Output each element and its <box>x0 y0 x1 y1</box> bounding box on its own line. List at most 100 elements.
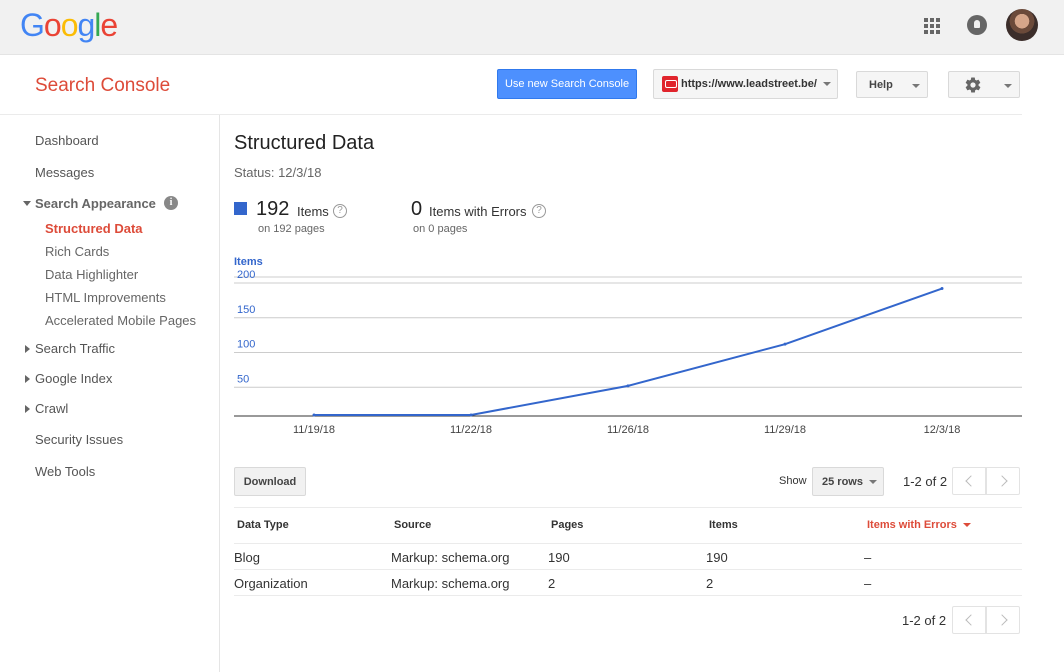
table-row[interactable] <box>234 544 1022 569</box>
column-header-data-type[interactable]: Data Type <box>237 519 289 531</box>
items-label: Items <box>297 204 329 219</box>
product-title[interactable]: Search Console <box>35 75 171 96</box>
x-tick-label: 11/22/18 <box>450 424 492 436</box>
data-point[interactable] <box>469 413 473 417</box>
data-point[interactable] <box>312 413 316 417</box>
x-tick-label: 12/3/18 <box>924 424 961 436</box>
x-tick-label: 11/26/18 <box>607 424 649 436</box>
row-divider <box>234 569 1022 570</box>
y-tick-label: 50 <box>237 373 249 385</box>
errors-label: Items with Errors <box>429 204 527 219</box>
sidebar-item-web-tools[interactable]: Web Tools <box>35 464 96 479</box>
items-line-chart: Items 50 100 150 200 11/19/18 11/22/18 11/26/18… <box>234 256 1022 436</box>
items-pages: on 192 pages <box>258 223 325 235</box>
errors-help-icon[interactable]: ? <box>532 204 546 218</box>
cell-source: Markup: schema.org <box>391 550 510 565</box>
sidebar-item-crawl[interactable]: Crawl <box>35 401 69 416</box>
sidebar-item-rich-cards[interactable]: Rich Cards <box>45 244 110 259</box>
cell-data-type: Blog <box>234 550 261 565</box>
cell-data-type: Organization <box>234 576 308 591</box>
y-axis-label: Items <box>234 256 263 268</box>
sidebar-item-html-improvements[interactable]: HTML Improvements <box>45 290 166 305</box>
sidebar-item-security-issues[interactable]: Security Issues <box>35 432 124 447</box>
chevron-down-icon <box>822 82 831 86</box>
property-selector[interactable]: https://www.leadstreet.be/ <box>653 69 838 99</box>
settings-menu-button[interactable] <box>948 71 1020 98</box>
google-logo[interactable]: Google <box>20 7 118 44</box>
row-divider <box>234 595 1022 596</box>
prev-page-button-bottom[interactable] <box>952 606 986 634</box>
items-help-icon[interactable]: ? <box>333 204 347 218</box>
logo-letter: l <box>94 7 101 43</box>
items-series-toggle[interactable] <box>234 202 247 215</box>
apps-grid-icon[interactable] <box>922 16 942 36</box>
data-point[interactable] <box>940 287 944 291</box>
sort-descending-icon <box>962 523 971 528</box>
sidebar: Dashboard Messages Search Appearance i S… <box>0 115 220 672</box>
chevron-down-icon <box>868 479 877 484</box>
cell-source: Markup: schema.org <box>391 576 510 591</box>
next-page-button[interactable] <box>986 467 1020 495</box>
x-tick-label: 11/19/18 <box>293 424 335 436</box>
use-new-search-console-button[interactable]: Use new Search Console <box>497 69 637 99</box>
column-header-items[interactable]: Items <box>709 519 738 531</box>
chevron-left-icon <box>965 614 977 626</box>
chevron-down-icon <box>912 84 920 88</box>
data-point[interactable] <box>626 384 630 388</box>
next-page-button-bottom[interactable] <box>986 606 1020 634</box>
help-menu-button[interactable]: Help <box>856 71 928 98</box>
product-header: Search Console Use new Search Console ht… <box>0 55 1064 115</box>
sidebar-item-dashboard[interactable]: Dashboard <box>35 133 99 148</box>
table-row[interactable] <box>234 570 1022 595</box>
column-header-items-with-errors[interactable]: Items with Errors <box>867 519 971 531</box>
rows-per-page-value: 25 rows <box>822 475 863 488</box>
logo-letter: g <box>77 7 95 43</box>
y-tick-label: 100 <box>237 339 255 351</box>
items-count: 192 <box>256 198 290 220</box>
chevron-right-icon <box>996 614 1008 626</box>
cell-items: 2 <box>706 576 714 591</box>
logo-letter: e <box>100 7 118 43</box>
table-header-divider <box>234 543 1022 544</box>
cell-pages: 190 <box>548 550 570 565</box>
table-top-divider <box>234 507 1022 508</box>
expand-right-icon <box>25 375 30 383</box>
items-series-line <box>314 287 943 416</box>
status-date: Status: 12/3/18 <box>234 165 322 180</box>
info-icon[interactable]: i <box>164 196 178 210</box>
logo-letter: o <box>60 7 79 43</box>
expand-right-icon <box>25 405 30 413</box>
sidebar-item-search-appearance[interactable]: Search Appearance <box>35 196 156 211</box>
account-avatar[interactable] <box>1006 9 1038 41</box>
expand-down-icon <box>23 201 31 206</box>
cell-items-with-errors: – <box>864 576 872 591</box>
items-with-errors-header-label: Items with Errors <box>867 519 957 531</box>
errors-count: 0 <box>411 198 423 220</box>
sidebar-item-search-traffic[interactable]: Search Traffic <box>35 341 115 356</box>
download-button[interactable]: Download <box>234 467 306 496</box>
rows-per-page-select[interactable]: 25 rows <box>812 467 884 496</box>
sidebar-item-structured-data[interactable]: Structured Data <box>45 221 143 236</box>
chevron-down-icon <box>1004 84 1012 88</box>
x-tick-label: 11/29/18 <box>764 424 806 436</box>
sidebar-item-data-highlighter[interactable]: Data Highlighter <box>45 267 139 282</box>
cell-items-with-errors: – <box>864 550 872 565</box>
column-header-pages[interactable]: Pages <box>551 519 584 531</box>
sidebar-item-google-index[interactable]: Google Index <box>35 371 113 386</box>
errors-pages: on 0 pages <box>413 223 468 235</box>
column-header-source[interactable]: Source <box>394 519 432 531</box>
logo-letter: o <box>43 7 62 43</box>
data-point[interactable] <box>783 342 787 346</box>
chevron-right-icon <box>996 475 1008 487</box>
help-label: Help <box>869 78 893 91</box>
prev-page-button[interactable] <box>952 467 986 495</box>
sidebar-item-messages[interactable]: Messages <box>35 165 95 180</box>
notifications-bell-icon[interactable] <box>967 15 987 35</box>
show-label: Show <box>779 475 807 487</box>
y-tick-label: 200 <box>237 269 255 281</box>
cell-items: 190 <box>706 550 728 565</box>
gear-icon <box>965 77 981 93</box>
cell-pages: 2 <box>548 576 556 591</box>
logo-letter: G <box>20 7 45 43</box>
sidebar-item-amp[interactable]: Accelerated Mobile Pages <box>45 313 197 328</box>
